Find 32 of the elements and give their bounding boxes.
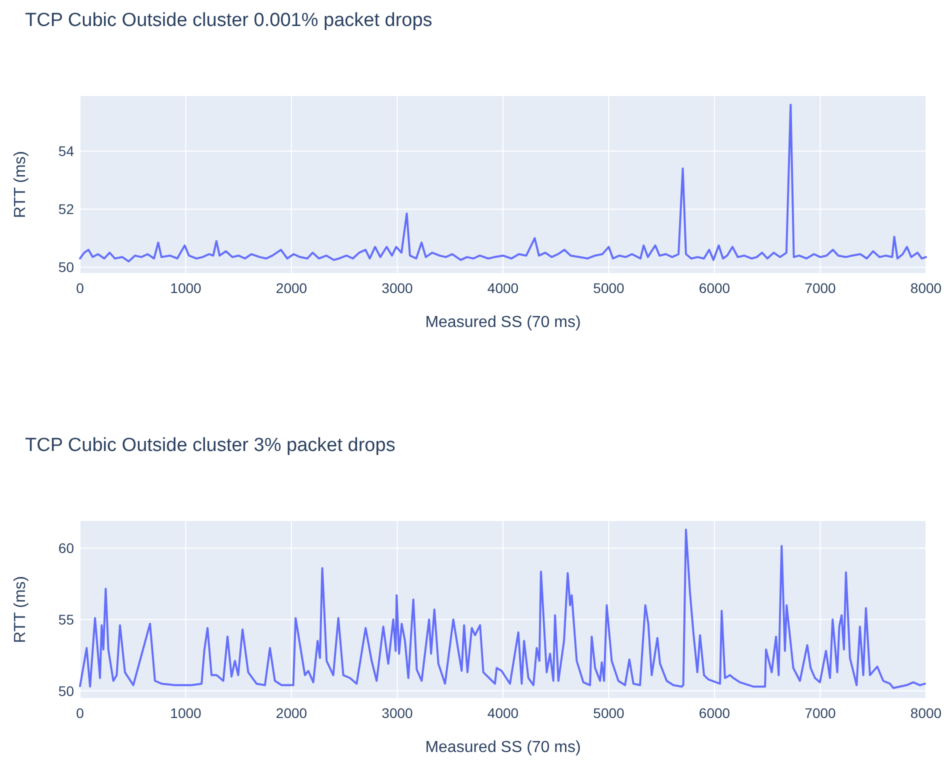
y-axis-title: RTT (ms) [12,151,29,218]
y-tick-label: 50 [58,259,74,276]
x-tick-label: 4000 [487,705,519,721]
y-tick-label: 55 [58,611,74,628]
x-axis-title: Measured SS (70 ms) [425,739,581,756]
x-axis-title: Measured SS (70 ms) [425,314,581,331]
chart-title: TCP Cubic Outside cluster 3% packet drops [25,435,396,456]
x-tick-label: 3000 [382,280,414,296]
x-tick-label: 0 [76,705,84,721]
y-tick-label: 52 [58,201,74,218]
x-tick-label: 6000 [698,280,730,296]
x-tick-label: 3000 [382,705,414,721]
y-tick-label: 50 [58,682,74,699]
x-tick-label: 7000 [804,705,836,721]
chart-title: TCP Cubic Outside cluster 0.001% packet drops [25,10,432,31]
x-tick-label: 8000 [910,280,942,296]
x-tick-label: 1000 [170,705,202,721]
y-tick-label: 60 [58,540,74,556]
x-tick-label: 4000 [487,280,519,296]
x-tick-label: 5000 [593,280,625,296]
x-tick-label: 0 [76,280,84,296]
x-tick-label: 2000 [276,280,308,296]
x-tick-label: 1000 [170,280,202,296]
x-tick-label: 7000 [804,280,836,296]
x-tick-label: 8000 [910,705,942,721]
x-tick-label: 5000 [593,705,625,721]
x-tick-label: 6000 [698,705,730,721]
x-tick-label: 2000 [276,705,308,721]
y-axis-title: RTT (ms) [12,576,29,643]
y-tick-label: 54 [58,143,74,160]
line-series [79,528,926,690]
line-series [79,104,927,262]
